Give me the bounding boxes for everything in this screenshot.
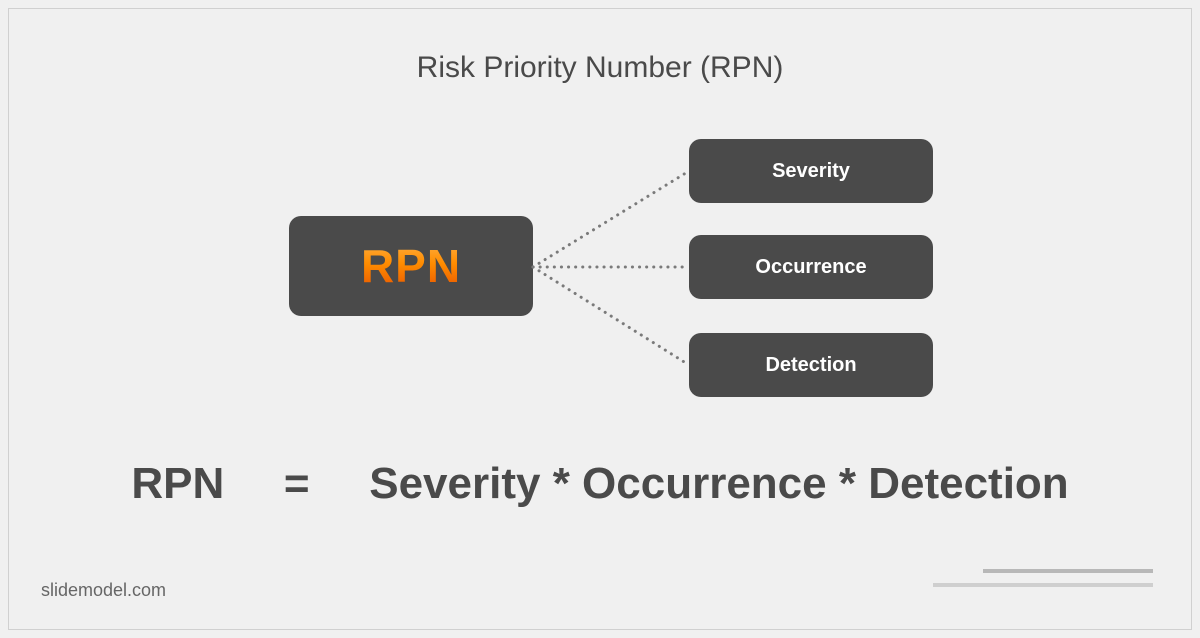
factor-label: Severity [772,160,850,183]
decor-line-short [983,569,1153,573]
slide-frame: Risk Priority Number (RPN) RPN Severity … [8,8,1192,630]
factor-occurrence: Occurrence [689,235,933,299]
factor-label: Detection [765,354,856,377]
factor-detection: Detection [689,333,933,397]
decor-lines [933,569,1153,587]
decor-line-long [933,583,1153,587]
slide-title: Risk Priority Number (RPN) [417,51,784,85]
connector-lines [529,139,699,399]
factor-label: Occurrence [755,256,866,279]
rpn-node-label: RPN [361,239,461,293]
credit-text: slidemodel.com [41,580,166,601]
rpn-node: RPN [289,216,533,316]
formula-rhs: Severity * Occurrence * Detection [369,459,1068,508]
formula-lhs: RPN [131,459,224,508]
formula: RPN = Severity * Occurrence * Detection [131,459,1068,509]
factor-severity: Severity [689,139,933,203]
formula-eq: = [284,459,310,508]
